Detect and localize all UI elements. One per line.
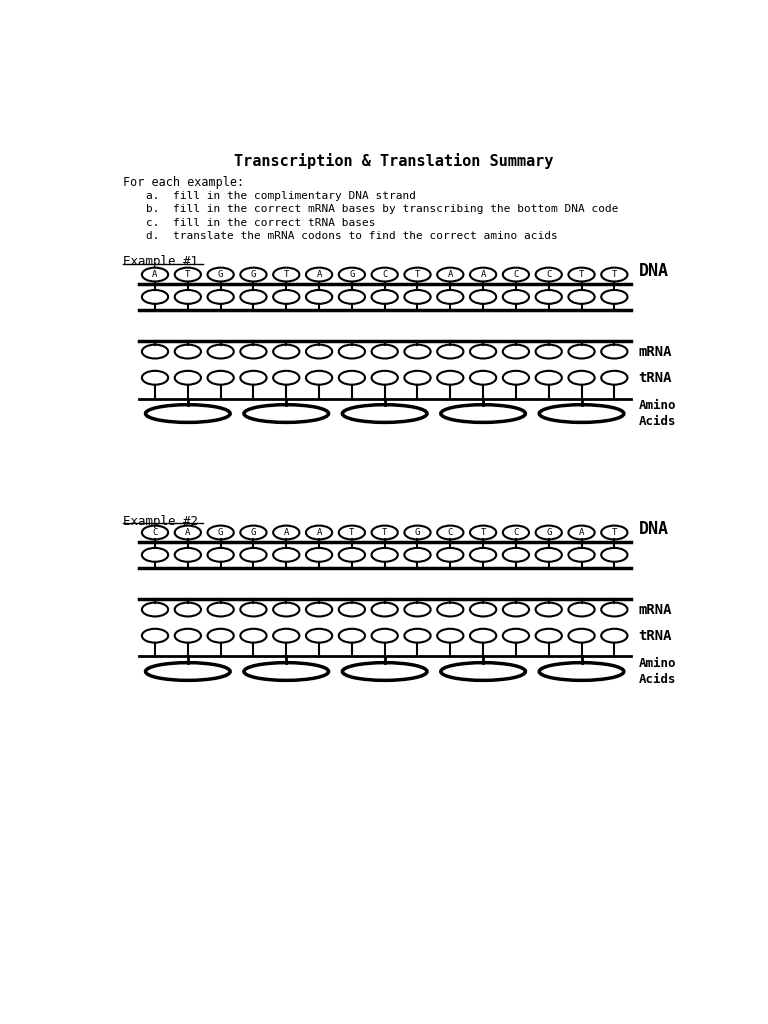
Text: G: G [251, 270, 257, 280]
Text: Amino
Acids: Amino Acids [638, 399, 676, 428]
Text: Amino
Acids: Amino Acids [638, 657, 676, 686]
Text: A: A [316, 270, 322, 280]
Text: c.  fill in the correct tRNA bases: c. fill in the correct tRNA bases [147, 217, 376, 227]
Text: A: A [283, 528, 289, 537]
Text: G: G [218, 270, 223, 280]
Text: T: T [481, 528, 486, 537]
Text: G: G [251, 528, 257, 537]
Text: T: T [611, 528, 617, 537]
Text: A: A [481, 270, 486, 280]
Text: C: C [448, 528, 453, 537]
Text: Transcription & Translation Summary: Transcription & Translation Summary [234, 153, 553, 169]
Text: Example #2: Example #2 [123, 515, 198, 527]
Text: G: G [415, 528, 420, 537]
Text: A: A [152, 270, 157, 280]
Text: G: G [349, 270, 355, 280]
Text: A: A [448, 270, 453, 280]
Text: For each example:: For each example: [123, 176, 244, 189]
Text: DNA: DNA [638, 519, 668, 538]
Text: A: A [579, 528, 584, 537]
Text: C: C [152, 528, 157, 537]
Text: A: A [185, 528, 190, 537]
Text: tRNA: tRNA [638, 371, 672, 385]
Text: d.  translate the mRNA codons to find the correct amino acids: d. translate the mRNA codons to find the… [147, 230, 558, 241]
Text: G: G [218, 528, 223, 537]
Text: mRNA: mRNA [638, 344, 672, 358]
Text: C: C [513, 270, 518, 280]
Text: DNA: DNA [638, 262, 668, 280]
Text: tRNA: tRNA [638, 629, 672, 643]
Text: T: T [611, 270, 617, 280]
Text: C: C [546, 270, 551, 280]
Text: T: T [415, 270, 420, 280]
Text: C: C [513, 528, 518, 537]
Text: mRNA: mRNA [638, 602, 672, 616]
Text: C: C [382, 270, 387, 280]
Text: T: T [185, 270, 190, 280]
Text: b.  fill in the correct mRNA bases by transcribing the bottom DNA code: b. fill in the correct mRNA bases by tra… [147, 205, 619, 214]
Text: T: T [382, 528, 387, 537]
Text: Example #1: Example #1 [123, 255, 198, 268]
Text: G: G [546, 528, 551, 537]
Text: a.  fill in the complimentary DNA strand: a. fill in the complimentary DNA strand [147, 191, 416, 202]
Text: T: T [283, 270, 289, 280]
Text: T: T [579, 270, 584, 280]
Text: T: T [349, 528, 355, 537]
Text: A: A [316, 528, 322, 537]
